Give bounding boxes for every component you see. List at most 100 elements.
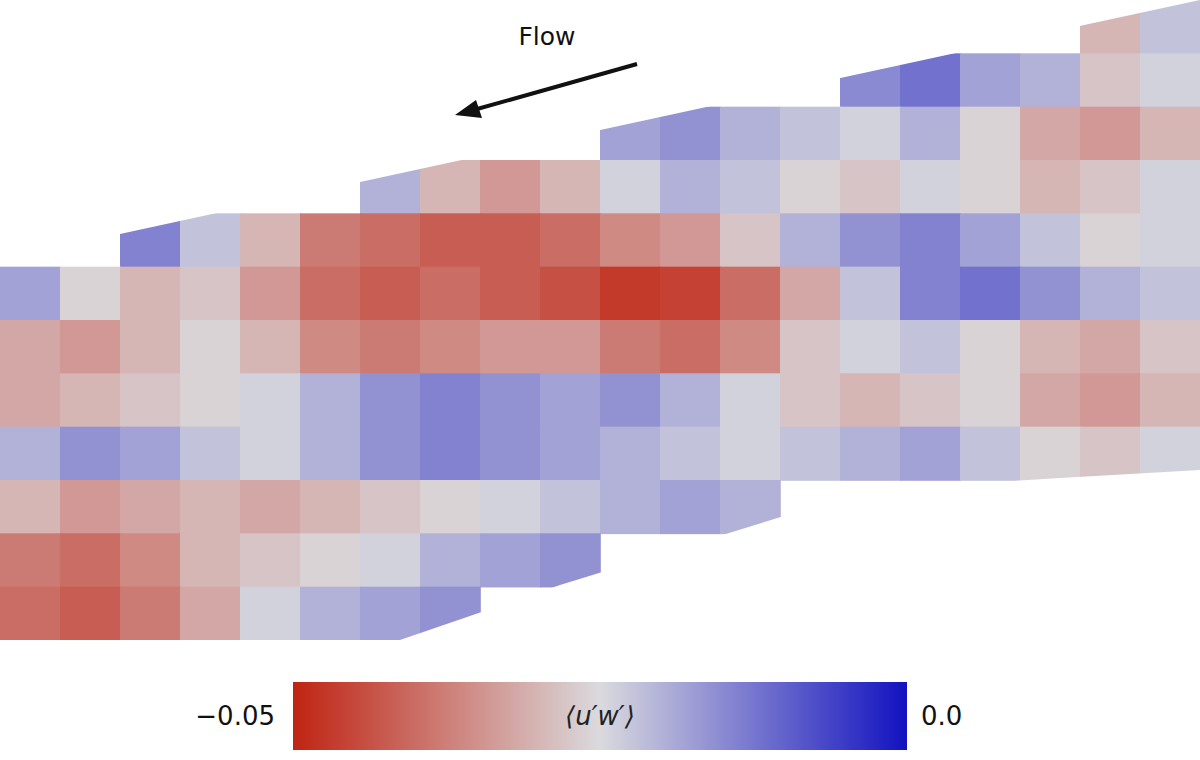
cell	[240, 213, 301, 267]
colorbar-tick-label: 0.0	[921, 701, 962, 731]
cell	[0, 587, 61, 641]
cell	[600, 480, 661, 534]
cell	[720, 373, 781, 427]
cell	[1080, 213, 1141, 267]
cell	[1020, 373, 1081, 427]
cell	[420, 480, 481, 534]
cell	[540, 160, 601, 214]
cell	[660, 267, 721, 321]
cell	[720, 107, 781, 161]
cell	[720, 160, 781, 214]
cell	[480, 267, 541, 321]
cell	[1140, 427, 1200, 481]
cell	[900, 53, 961, 107]
cell	[180, 587, 241, 641]
colorbar-tick-label: −0.05	[195, 701, 275, 731]
cell	[720, 480, 781, 534]
cell	[1080, 320, 1141, 374]
cell	[240, 480, 301, 534]
cell	[300, 320, 361, 374]
cell	[300, 267, 361, 321]
cell	[840, 267, 901, 321]
cell	[1140, 213, 1200, 267]
cell	[1140, 107, 1200, 161]
cell	[600, 160, 661, 214]
cell	[1080, 373, 1141, 427]
cell	[1020, 213, 1081, 267]
cell	[900, 373, 961, 427]
cell	[840, 373, 901, 427]
field	[0, 0, 1200, 641]
cell	[60, 320, 121, 374]
cell	[600, 427, 661, 481]
cell	[360, 267, 421, 321]
cell	[1080, 427, 1141, 481]
cell	[660, 480, 721, 534]
cell	[660, 427, 721, 481]
cell	[1080, 0, 1141, 54]
flow-arrow	[470, 64, 637, 111]
cell	[0, 267, 61, 321]
cell	[0, 533, 61, 587]
cell	[540, 213, 601, 267]
cell	[600, 373, 661, 427]
cell	[960, 53, 1021, 107]
cell	[240, 427, 301, 481]
cell	[60, 480, 121, 534]
cell	[540, 373, 601, 427]
cell	[0, 373, 61, 427]
cell	[900, 160, 961, 214]
cell	[540, 427, 601, 481]
cell	[180, 427, 241, 481]
cell	[780, 373, 841, 427]
cell	[420, 320, 481, 374]
cell	[420, 160, 481, 214]
cell	[780, 427, 841, 481]
cell	[360, 373, 421, 427]
cell	[540, 480, 601, 534]
cell	[360, 480, 421, 534]
cell	[0, 320, 61, 374]
cell	[480, 160, 541, 214]
cell	[300, 213, 361, 267]
cell	[60, 267, 121, 321]
cell	[1080, 267, 1141, 321]
chart: Flow−0.050.0⟨u′w′⟩	[0, 0, 1200, 760]
cell	[480, 480, 541, 534]
cell	[960, 267, 1021, 321]
cell	[840, 320, 901, 374]
cell	[780, 213, 841, 267]
cell	[60, 533, 121, 587]
colorbar-label: ⟨u′w′⟩	[565, 701, 635, 731]
cell	[840, 213, 901, 267]
cell	[1080, 53, 1141, 107]
cell	[780, 160, 841, 214]
cell	[420, 533, 481, 587]
cell	[780, 107, 841, 161]
cell	[1140, 53, 1200, 107]
cell	[180, 480, 241, 534]
cell	[240, 373, 301, 427]
cell	[900, 267, 961, 321]
cell	[840, 160, 901, 214]
cell	[600, 213, 661, 267]
cell	[180, 533, 241, 587]
cell	[720, 267, 781, 321]
cell	[720, 427, 781, 481]
cell	[960, 320, 1021, 374]
cell	[360, 533, 421, 587]
cell	[960, 213, 1021, 267]
cell	[540, 267, 601, 321]
cell	[1020, 427, 1081, 481]
cell	[1020, 53, 1081, 107]
cell	[660, 107, 721, 161]
cell	[60, 373, 121, 427]
cell	[300, 533, 361, 587]
cell	[1020, 160, 1081, 214]
cell	[420, 373, 481, 427]
cell	[1140, 0, 1200, 54]
cell	[540, 320, 601, 374]
cell	[120, 213, 181, 267]
cell	[840, 107, 901, 161]
cell	[660, 160, 721, 214]
